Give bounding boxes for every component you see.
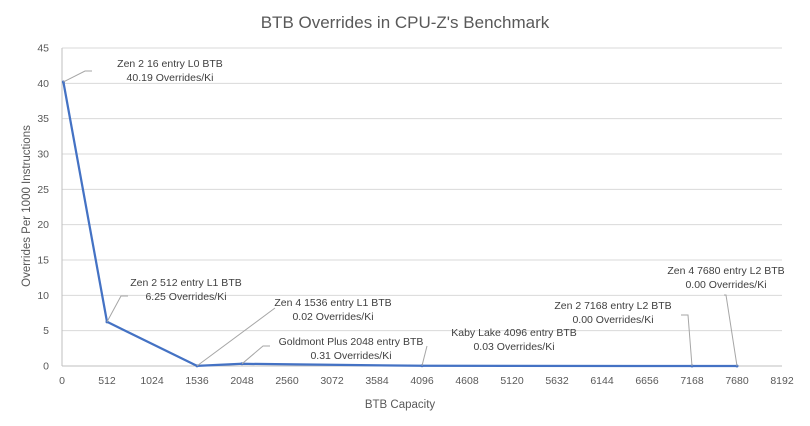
data-label-value: 6.25 Overrides/Ki: [145, 291, 226, 303]
data-label: Goldmont Plus 2048 entry BTB 0.31 Overrid…: [241, 336, 424, 365]
data-label: Kaby Lake 4096 entry BTB 0.03 Overrides/K…: [421, 327, 577, 366]
x-tick-label: 512: [98, 375, 116, 387]
x-tick-label: 4096: [410, 375, 434, 387]
leader-line: [681, 314, 693, 367]
data-label-value: 0.02 Overrides/Ki: [292, 311, 373, 323]
x-tick-label: 2560: [275, 375, 299, 387]
data-label: Zen 2 7168 entry L2 BTB 0.00 Overrides/Ki: [554, 300, 693, 367]
x-tick-label: 6656: [635, 375, 659, 387]
y-tick-label: 25: [37, 184, 49, 196]
x-tick-label: 5120: [500, 375, 524, 387]
x-tick-label: 7680: [725, 375, 749, 387]
y-tick-label: 0: [43, 361, 49, 373]
data-label: Zen 4 1536 entry L1 BTB 0.02 Overrides/Ki: [196, 297, 392, 367]
gridlines: [62, 47, 782, 332]
data-label-name: Zen 4 7680 entry L2 BTB: [667, 265, 784, 277]
leader-line: [106, 295, 128, 323]
x-tick-label: 3072: [320, 375, 344, 387]
x-tick-label: 7168: [680, 375, 704, 387]
data-label-name: Zen 4 1536 entry L1 BTB: [274, 297, 391, 309]
y-tick-label: 35: [37, 113, 49, 125]
data-label-name: Zen 2 512 entry L1 BTB: [130, 277, 241, 289]
x-tick-label: 1024: [140, 375, 164, 387]
leader-line: [196, 307, 276, 367]
data-label-value: 0.31 Overrides/Ki: [310, 350, 391, 362]
data-label-value: 0.00 Overrides/Ki: [685, 279, 766, 291]
leader-line: [241, 345, 270, 365]
x-axis-title: BTB Capacity: [365, 399, 436, 411]
x-tick-label: 8192: [770, 375, 794, 387]
leader-line: [724, 294, 738, 367]
x-tick-label: 6144: [590, 375, 614, 387]
y-tick-label: 10: [37, 290, 49, 302]
y-axis-title: Overrides Per 1000 Instructions: [21, 125, 33, 287]
x-tick-label: 3584: [365, 375, 389, 387]
data-label: Zen 2 512 entry L1 BTB 6.25 Overrides/Ki: [106, 277, 242, 323]
data-label-value: 0.03 Overrides/Ki: [473, 341, 554, 353]
data-label-name: Goldmont Plus 2048 entry BTB: [279, 336, 424, 348]
x-tick-label: 2048: [230, 375, 254, 387]
y-tick-label: 40: [37, 78, 49, 90]
data-label-value: 40.19 Overrides/Ki: [127, 72, 214, 84]
y-tick-label: 30: [37, 149, 49, 161]
data-label-value: 0.00 Overrides/Ki: [572, 314, 653, 326]
data-label-name: Zen 2 16 entry L0 BTB: [117, 58, 223, 70]
leader-line: [63, 70, 92, 83]
x-tick-label: 0: [59, 375, 65, 387]
x-tick-label: 5632: [545, 375, 569, 387]
data-label: Zen 2 16 entry L0 BTB 40.19 Overrides/Ki: [63, 58, 223, 84]
data-label-name: Kaby Lake 4096 entry BTB: [451, 327, 577, 339]
y-tick-label: 15: [37, 255, 49, 267]
y-tick-label: 5: [43, 325, 49, 337]
y-tick-label: 20: [37, 219, 49, 231]
data-label: Zen 4 7680 entry L2 BTB 0.00 Overrides/Ki: [667, 265, 785, 367]
data-label-name: Zen 2 7168 entry L2 BTB: [554, 300, 671, 312]
x-tick-label: 4608: [455, 375, 479, 387]
x-tick-label: 1536: [185, 375, 209, 387]
leader-line: [421, 345, 428, 366]
y-tick-label: 45: [37, 43, 49, 55]
chart-title: BTB Overrides in CPU-Z's Benchmark: [261, 13, 550, 32]
